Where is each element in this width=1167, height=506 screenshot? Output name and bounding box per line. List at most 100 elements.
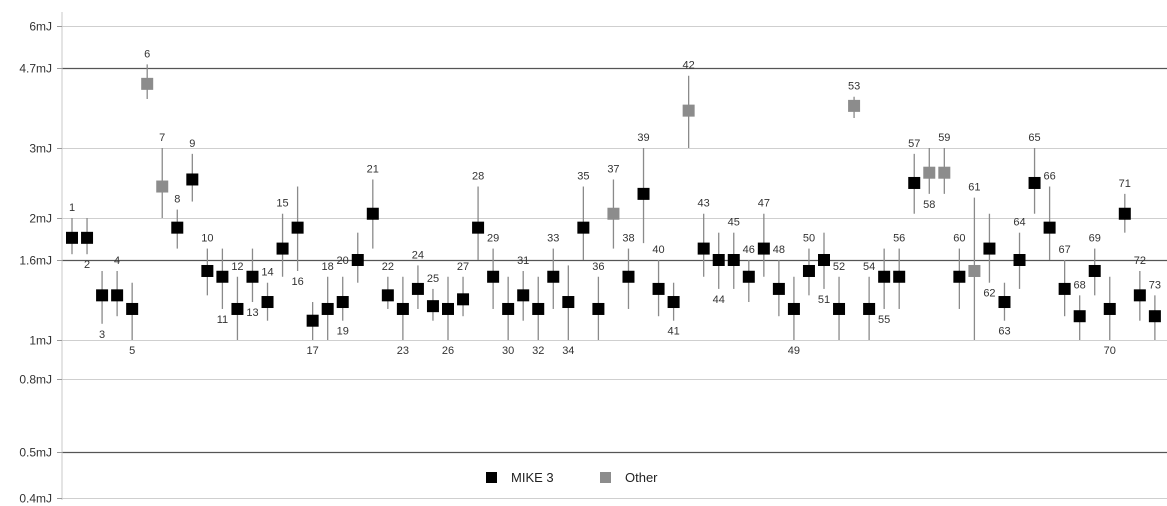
- data-point-marker: [1013, 254, 1026, 266]
- data-point-label: 40: [652, 244, 664, 256]
- data-point-marker: [652, 282, 665, 295]
- data-point-marker: [968, 264, 981, 277]
- y-tick-label: 4.7mJ: [19, 62, 52, 76]
- data-point-label: 52: [833, 261, 845, 273]
- data-point-marker: [772, 282, 785, 295]
- data-point-marker: [411, 282, 424, 295]
- data-point-marker: [1058, 282, 1071, 295]
- data-point-label: 56: [893, 233, 905, 245]
- data-point-marker: [998, 296, 1011, 309]
- data-point-label: 35: [577, 171, 589, 183]
- data-point-label: 8: [174, 194, 180, 206]
- data-point-marker: [742, 270, 755, 283]
- data-point-marker: [216, 270, 229, 283]
- data-point-marker: [1073, 310, 1086, 323]
- legend-label: MIKE 3: [511, 470, 554, 485]
- data-point-marker: [682, 104, 695, 117]
- data-point-marker: [171, 221, 184, 234]
- data-point-marker: [712, 254, 725, 266]
- data-point-marker: [261, 296, 274, 309]
- data-point-marker: [141, 77, 154, 90]
- data-point-marker: [201, 264, 214, 277]
- data-point-label: 34: [562, 345, 574, 357]
- data-point-marker: [1103, 302, 1116, 315]
- data-point-marker: [426, 300, 439, 313]
- data-point-marker: [938, 166, 951, 179]
- data-point-marker: [562, 296, 575, 309]
- y-tick-label: 0.5mJ: [19, 446, 52, 460]
- data-point-label: 62: [983, 288, 995, 300]
- data-point-marker: [983, 242, 996, 255]
- y-tick-label: 2mJ: [29, 212, 52, 226]
- data-point-marker: [306, 314, 319, 327]
- data-point-label: 16: [291, 276, 303, 288]
- data-point-marker: [863, 302, 876, 315]
- data-point-label: 19: [337, 326, 349, 338]
- data-point-label: 22: [382, 261, 394, 273]
- data-point-marker: [1043, 221, 1056, 234]
- data-point-label: 66: [1043, 171, 1055, 183]
- data-point-marker: [336, 296, 349, 309]
- legend: MIKE 3 Other: [486, 470, 658, 485]
- data-point-marker: [487, 270, 500, 283]
- data-point-label: 26: [442, 345, 454, 357]
- data-point-marker: [381, 289, 394, 302]
- data-point-marker: [802, 264, 815, 277]
- data-point-marker: [667, 296, 680, 309]
- data-point-marker: [1148, 310, 1161, 323]
- data-point-label: 11: [217, 314, 228, 326]
- data-point-marker: [727, 254, 740, 266]
- data-point-marker: [231, 302, 244, 315]
- data-point-marker: [1118, 207, 1131, 220]
- data-point-label: 20: [337, 255, 349, 267]
- data-point-marker: [878, 270, 891, 283]
- data-point-label: 63: [998, 326, 1010, 338]
- data-point-marker: [848, 99, 861, 112]
- data-point-marker: [81, 231, 94, 244]
- legend-swatch: [600, 472, 611, 483]
- data-point-label: 32: [532, 345, 544, 357]
- data-point-label: 27: [457, 261, 469, 273]
- data-point-label: 9: [189, 138, 195, 150]
- data-point-marker: [1028, 176, 1041, 189]
- data-point-label: 71: [1119, 178, 1131, 190]
- data-point-label: 57: [908, 138, 920, 150]
- data-point-label: 23: [397, 345, 409, 357]
- legend-swatch: [486, 472, 497, 483]
- data-point-label: 30: [502, 345, 514, 357]
- data-points: 1234567891011121314151617181920212223242…: [66, 48, 1161, 357]
- data-point-label: 59: [938, 132, 950, 144]
- data-point-label: 47: [758, 198, 770, 210]
- data-point-marker: [607, 207, 620, 220]
- data-point-label: 21: [367, 163, 379, 175]
- y-tick-label: 1.6mJ: [19, 254, 52, 268]
- data-point-label: 67: [1059, 244, 1071, 256]
- data-point-label: 17: [307, 345, 319, 357]
- data-point-marker: [366, 207, 379, 220]
- data-point-marker: [186, 173, 199, 186]
- data-point-label: 24: [412, 249, 424, 261]
- data-point-marker: [276, 242, 289, 255]
- data-point-label: 49: [788, 345, 800, 357]
- data-point-label: 38: [622, 233, 634, 245]
- data-point-marker: [923, 166, 936, 179]
- data-point-marker: [246, 270, 259, 283]
- data-point-label: 46: [743, 244, 755, 256]
- data-point-marker: [787, 302, 800, 315]
- data-point-label: 13: [246, 307, 258, 319]
- data-point-marker: [156, 180, 169, 193]
- data-point-label: 39: [637, 132, 649, 144]
- data-point-label: 10: [201, 233, 213, 245]
- data-point-label: 73: [1149, 279, 1161, 291]
- y-tick-label: 3mJ: [29, 142, 52, 156]
- data-point-label: 3: [99, 329, 105, 341]
- data-point-marker: [502, 302, 515, 315]
- data-point-label: 55: [878, 314, 890, 326]
- data-point-label: 33: [547, 233, 559, 245]
- data-point-label: 60: [953, 233, 965, 245]
- data-point-label: 28: [472, 171, 484, 183]
- data-point-label: 18: [322, 261, 334, 273]
- data-point-label: 31: [517, 255, 529, 267]
- data-point-label: 64: [1013, 217, 1025, 229]
